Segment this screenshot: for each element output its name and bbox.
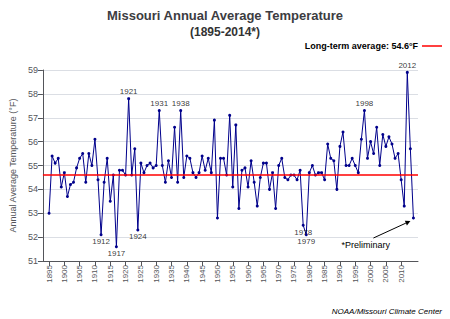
svg-text:1955: 1955 (228, 264, 237, 282)
svg-text:1921: 1921 (120, 87, 138, 96)
svg-text:1970: 1970 (274, 264, 283, 282)
svg-text:57: 57 (28, 113, 38, 123)
svg-text:52: 52 (28, 232, 38, 242)
svg-text:2010: 2010 (397, 264, 406, 282)
svg-text:1995: 1995 (351, 264, 360, 282)
svg-text:1917: 1917 (107, 249, 125, 258)
svg-text:53: 53 (28, 208, 38, 218)
svg-text:1935: 1935 (167, 264, 176, 282)
svg-text:54: 54 (28, 184, 38, 194)
svg-text:1998: 1998 (356, 99, 374, 108)
svg-text:1950: 1950 (213, 264, 222, 282)
svg-text:1895: 1895 (45, 264, 54, 282)
svg-text:1930: 1930 (152, 264, 161, 282)
svg-text:1938: 1938 (172, 99, 190, 108)
svg-text:51: 51 (28, 256, 38, 266)
svg-text:1900: 1900 (60, 264, 69, 282)
svg-text:1990: 1990 (335, 264, 344, 282)
svg-text:1920: 1920 (121, 264, 130, 282)
svg-text:1960: 1960 (244, 264, 253, 282)
svg-text:1915: 1915 (106, 264, 115, 282)
svg-text:1924: 1924 (129, 232, 147, 241)
svg-text:1940: 1940 (182, 264, 191, 282)
svg-text:1985: 1985 (320, 264, 329, 282)
svg-text:1925: 1925 (136, 264, 145, 282)
svg-text:56: 56 (28, 137, 38, 147)
svg-text:1945: 1945 (198, 264, 207, 282)
svg-text:Long-term average: 54.6°F: Long-term average: 54.6°F (305, 41, 419, 51)
svg-text:1965: 1965 (259, 264, 268, 282)
svg-text:1912: 1912 (92, 237, 110, 246)
svg-text:1910: 1910 (90, 264, 99, 282)
svg-text:Annual Average Temperature (°F: Annual Average Temperature (°F) (8, 99, 18, 233)
svg-text:2000: 2000 (366, 264, 375, 282)
svg-text:*Preliminary: *Preliminary (341, 240, 390, 250)
svg-text:(1895-2014*): (1895-2014*) (190, 25, 260, 39)
svg-text:NOAA/Missouri Climate Center: NOAA/Missouri Climate Center (332, 307, 443, 316)
svg-text:2012: 2012 (398, 61, 416, 70)
svg-text:1978: 1978 (294, 228, 312, 237)
svg-text:58: 58 (28, 89, 38, 99)
svg-text:1979: 1979 (297, 237, 315, 246)
svg-text:Missouri Annual Average Temper: Missouri Annual Average Temperature (107, 8, 343, 23)
svg-text:1975: 1975 (289, 264, 298, 282)
svg-text:55: 55 (28, 161, 38, 171)
svg-text:1980: 1980 (305, 264, 314, 282)
svg-text:1905: 1905 (75, 264, 84, 282)
svg-text:1931: 1931 (150, 99, 168, 108)
svg-text:2005: 2005 (381, 264, 390, 282)
svg-text:59: 59 (28, 65, 38, 75)
